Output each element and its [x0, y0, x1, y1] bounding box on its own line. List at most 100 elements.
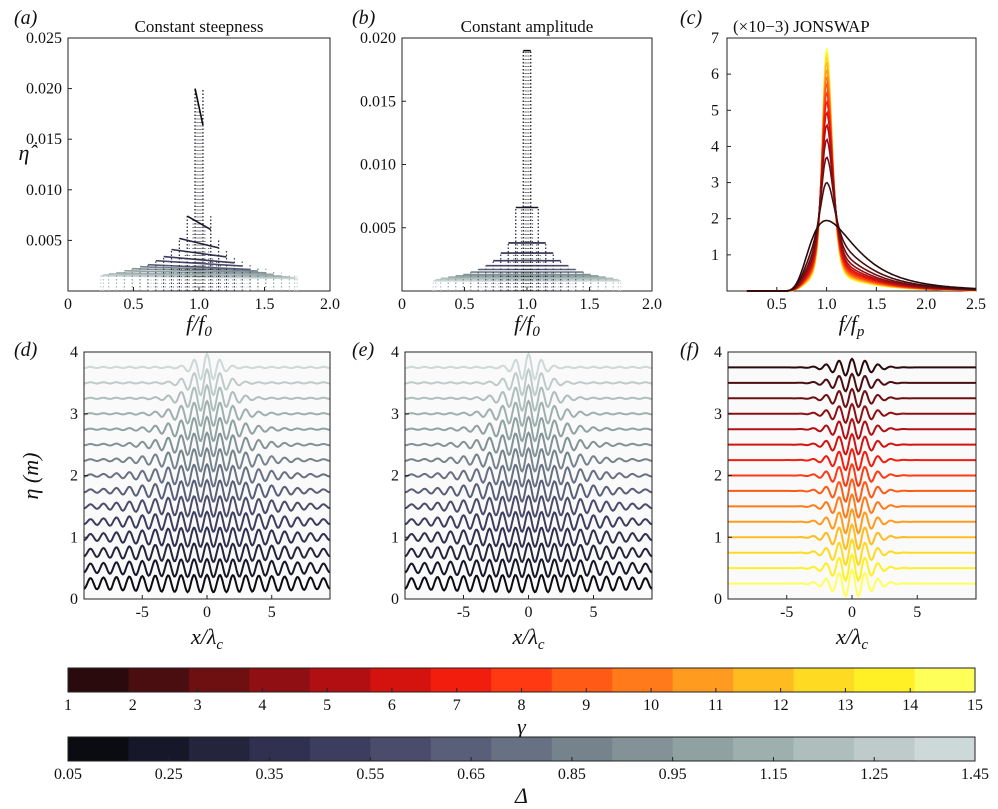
colorbar-tick-label: 11 — [708, 697, 723, 714]
colorbar-swatch — [551, 737, 613, 761]
elevation-series — [404, 478, 653, 503]
y-tick-label: 0 — [391, 591, 399, 608]
y-tick-label: 5 — [711, 102, 719, 119]
panel-letter: (d) — [14, 339, 38, 361]
colorbar-swatch — [128, 668, 190, 692]
colorbar-swatch — [854, 737, 916, 761]
elevation-series — [83, 446, 331, 473]
y-tick-label: 0.020 — [26, 81, 62, 98]
x-tick-label: 5 — [268, 604, 276, 621]
x-tick-label: 1.0 — [189, 296, 209, 313]
colorbar-swatch — [249, 737, 311, 761]
jonswap-series — [746, 110, 977, 292]
colorbar-tick-label: 1.45 — [961, 766, 989, 783]
colorbar-swatch — [249, 668, 311, 692]
elevation-series — [83, 431, 331, 458]
colorbar-tick-label: 0.35 — [256, 766, 284, 783]
colorbar-tick-label: 10 — [643, 697, 659, 714]
colorbar-tick-label: 12 — [773, 697, 789, 714]
elevation-series — [728, 462, 976, 488]
jonswap-series — [746, 47, 976, 292]
x-tick-label: 2.0 — [916, 296, 936, 313]
elevation-series — [728, 447, 976, 472]
panel-d: -5 0 5 0 1 2 3 4 x/λc — [70, 344, 331, 653]
colorbar-swatch — [188, 668, 250, 692]
colorbar-tick-label: 8 — [518, 697, 526, 714]
spectrum-series — [115, 271, 283, 291]
spectrum-series — [462, 273, 592, 291]
elevation-series — [404, 573, 653, 594]
y-tick-label: 0.005 — [26, 232, 62, 249]
elevation-series — [404, 494, 653, 518]
colorbar-swatch — [68, 668, 129, 692]
jonswap-series — [746, 69, 976, 292]
spectrum-top — [163, 255, 235, 264]
x-tick-label: -5 — [136, 604, 149, 621]
x-axis-label: x/λc — [190, 624, 223, 653]
jonswap-series — [746, 56, 976, 292]
x-tick-label: 0 — [525, 604, 533, 621]
elevation-series — [83, 462, 331, 488]
y-axis-label: η (m) — [18, 453, 43, 500]
x-tick-label: 1.5 — [866, 296, 886, 313]
spectrum-series — [447, 276, 607, 291]
y-tick-label: 0.015 — [360, 93, 396, 110]
colorbar-tick-label: 9 — [582, 697, 590, 714]
spectrum-series — [155, 259, 243, 291]
y-tick-label: 1 — [711, 247, 719, 264]
colorbar-swatch — [854, 668, 916, 692]
panel-a: 0 0.5 1.0 1.5 2.0 0.005 0.010 0.015 0.020 0.025 Co… — [26, 17, 340, 340]
spectrum-series — [515, 206, 539, 291]
jonswap-series — [746, 123, 976, 292]
elevation-series — [83, 510, 331, 534]
colorbar-swatch — [491, 737, 553, 761]
elevation-series — [404, 431, 653, 458]
jonswap-series — [746, 76, 977, 292]
elevation-series — [728, 553, 976, 583]
elevation-series — [83, 557, 331, 579]
colorbar-tick-label: 0.25 — [155, 766, 183, 783]
elevation-series — [728, 537, 976, 567]
elevation-series — [404, 525, 653, 549]
elevation-series — [404, 446, 653, 473]
colorbar-tick-label: 1.25 — [860, 766, 888, 783]
colorbar-swatch — [551, 668, 613, 692]
spectrum-top — [116, 271, 282, 277]
colorbar-swatch — [430, 737, 492, 761]
elevation-series — [728, 402, 976, 425]
spectrum-top — [179, 237, 219, 249]
x-tick-label: 1.0 — [517, 296, 537, 313]
jonswap-series — [746, 52, 976, 292]
colorbar-swatch — [733, 668, 795, 692]
jonswap-series — [746, 62, 976, 292]
elevation-series — [404, 352, 653, 381]
colorbar-swatch — [914, 737, 976, 761]
jonswap-series — [746, 137, 977, 292]
elevation-series — [728, 432, 976, 456]
panel-c: 0.5 1.0 1.5 2.0 2.5 1 2 3 4 5 6 7 (×10−3) JONSWAP f/f… — [711, 17, 986, 340]
colorbar-swatch — [188, 737, 250, 761]
elevation-series — [728, 492, 976, 519]
x-tick-label: 5 — [913, 604, 921, 621]
x-tick-label: -5 — [780, 604, 793, 621]
elevation-series — [404, 462, 653, 488]
colorbar-tick-label: 0.95 — [659, 766, 687, 783]
y-tick-label: 3 — [70, 406, 78, 423]
spectrum-top — [100, 275, 298, 280]
y-tick-label: 4 — [70, 344, 78, 361]
x-tick-label: 0.5 — [455, 296, 475, 313]
x-tick-label: 2.0 — [642, 296, 662, 313]
spectrum-series — [163, 255, 235, 291]
panel-title: Constant amplitude — [461, 17, 594, 36]
elevation-series — [404, 399, 653, 428]
spectrum-series — [507, 242, 547, 291]
colorbar-tick-label: 1.15 — [759, 766, 787, 783]
elevation-series — [83, 494, 331, 518]
colorbar-swatch — [68, 737, 129, 761]
y-tick-label: 4 — [714, 344, 722, 361]
elevation-series — [728, 507, 976, 535]
elevation-series — [83, 415, 331, 443]
colorbar-tick-label: 4 — [258, 697, 266, 714]
y-tick-label: 0.010 — [360, 157, 396, 174]
x-tick-label: 2.5 — [966, 296, 986, 313]
